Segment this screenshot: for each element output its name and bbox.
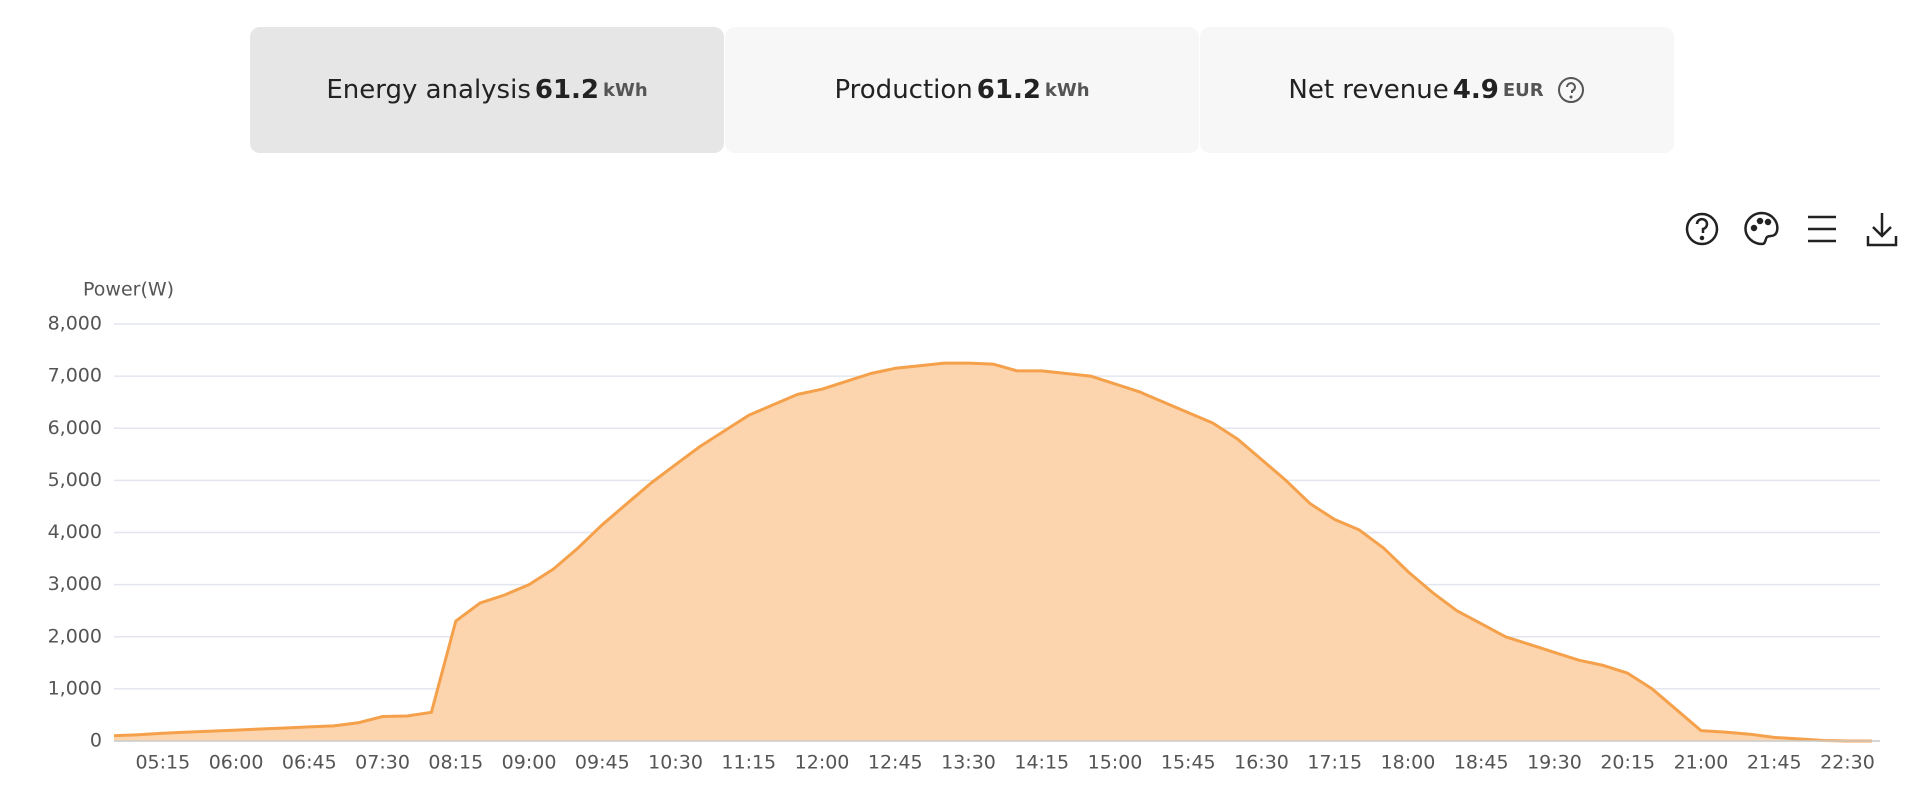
x-tick-label: 16:30 <box>1234 752 1289 774</box>
x-tick-label: 12:45 <box>868 752 923 774</box>
x-tick-label: 22:30 <box>1820 752 1875 774</box>
y-axis-title: Power(W) <box>83 279 174 301</box>
x-tick-label: 19:30 <box>1527 752 1582 774</box>
tab-unit: kWh <box>603 79 648 101</box>
x-tick-label: 11:15 <box>721 752 776 774</box>
y-tick-label: 3,000 <box>48 573 102 595</box>
x-tick-label: 09:45 <box>575 752 630 774</box>
help-icon[interactable] <box>1556 75 1586 105</box>
download-icon[interactable] <box>1866 213 1898 247</box>
x-tick-label: 21:45 <box>1747 752 1802 774</box>
x-tick-label: 10:30 <box>648 752 703 774</box>
y-tick-label: 0 <box>90 730 102 752</box>
x-tick-label: 12:00 <box>795 752 850 774</box>
tab-value: 61.2 <box>534 75 600 105</box>
y-tick-label: 5,000 <box>48 469 102 491</box>
tab[interactable]: Net revenue 4.9 EUR <box>1200 27 1674 153</box>
x-tick-label: 18:45 <box>1454 752 1509 774</box>
x-tick-label: 08:15 <box>428 752 483 774</box>
x-tick-label: 06:00 <box>209 752 264 774</box>
tab-label: Energy analysis <box>326 75 531 105</box>
tab-unit: EUR <box>1502 79 1544 101</box>
x-tick-label: 09:00 <box>502 752 557 774</box>
area-fill <box>114 363 1872 741</box>
tab[interactable]: Energy analysis 61.2 kWh <box>250 27 724 153</box>
y-tick-label: 2,000 <box>48 625 102 647</box>
x-tick-label: 21:00 <box>1674 752 1729 774</box>
x-tick-label: 17:15 <box>1307 752 1362 774</box>
y-tick-label: 4,000 <box>48 521 102 543</box>
tab[interactable]: Production 61.2 kWh <box>725 27 1199 153</box>
x-tick-label: 15:00 <box>1088 752 1143 774</box>
x-tick-label: 07:30 <box>355 752 410 774</box>
x-tick-label: 06:45 <box>282 752 337 774</box>
line <box>113 361 1872 743</box>
menu-icon[interactable] <box>1808 215 1836 243</box>
tab-label: Net revenue <box>1288 75 1449 105</box>
tab-unit: kWh <box>1044 79 1090 101</box>
y-tick-label: 7,000 <box>48 365 102 387</box>
tab-label: Production <box>834 75 973 105</box>
help-icon[interactable] <box>1685 212 1719 246</box>
x-tick-label: 14:15 <box>1014 752 1069 774</box>
x-tick-label: 05:15 <box>135 752 190 774</box>
tab-value: 61.2 <box>976 75 1041 105</box>
y-tick-label: 6,000 <box>48 417 102 439</box>
y-tick-label: 1,000 <box>48 677 102 699</box>
x-tick-label: 13:30 <box>941 752 996 774</box>
tab-value: 4.9 <box>1452 75 1499 105</box>
y-tick-label: 8,000 <box>48 313 102 335</box>
x-tick-label: 18:00 <box>1381 752 1436 774</box>
x-tick-label: 15:45 <box>1161 752 1216 774</box>
x-tick-label: 20:15 <box>1600 752 1655 774</box>
palette-icon[interactable] <box>1744 211 1779 246</box>
